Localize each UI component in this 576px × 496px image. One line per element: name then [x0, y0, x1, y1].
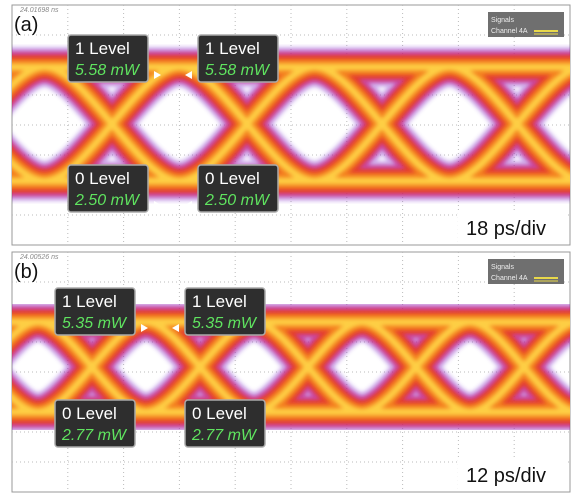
- time-scale: 12 ps/div: [466, 465, 546, 487]
- level-label: 1 Level: [192, 292, 247, 311]
- level-label: 0 Level: [192, 404, 247, 423]
- panel-label: (a): [14, 14, 38, 36]
- time-scale: 18 ps/div: [466, 218, 546, 240]
- legend-title: Signals: [491, 264, 514, 271]
- legend-channel: Channel 4A: [491, 275, 528, 282]
- power-value: 2.50 mW: [204, 192, 271, 209]
- level-label: 1 Level: [75, 39, 130, 58]
- level-label: 0 Level: [205, 169, 260, 188]
- power-value: 5.58 mW: [205, 62, 271, 79]
- power-value: 2.50 mW: [74, 192, 141, 209]
- power-value: 5.35 mW: [192, 315, 258, 332]
- timestamp: 24.01698 ns: [19, 7, 59, 14]
- level-label: 0 Level: [75, 169, 130, 188]
- eye-panel: 24.00526 ns(b) Signals Channel 4A 1 Level 5.…: [0, 252, 576, 492]
- power-value: 2.77 mW: [191, 427, 258, 444]
- legend-title: Signals: [491, 17, 514, 24]
- timestamp: 24.00526 ns: [19, 254, 59, 261]
- level-label: 0 Level: [62, 404, 117, 423]
- power-value: 5.58 mW: [75, 62, 141, 79]
- level-label: 1 Level: [62, 292, 117, 311]
- panel-label: (b): [14, 261, 38, 283]
- eye-panel: 24.01698 ns(a) Signals Channel 4A 1 Level 5.…: [0, 5, 576, 245]
- power-value: 2.77 mW: [61, 427, 128, 444]
- legend-channel: Channel 4A: [491, 28, 528, 35]
- power-value: 5.35 mW: [62, 315, 128, 332]
- level-label: 1 Level: [205, 39, 260, 58]
- figure: 24.01698 ns(a) Signals Channel 4A 1 Level 5.…: [0, 0, 576, 496]
